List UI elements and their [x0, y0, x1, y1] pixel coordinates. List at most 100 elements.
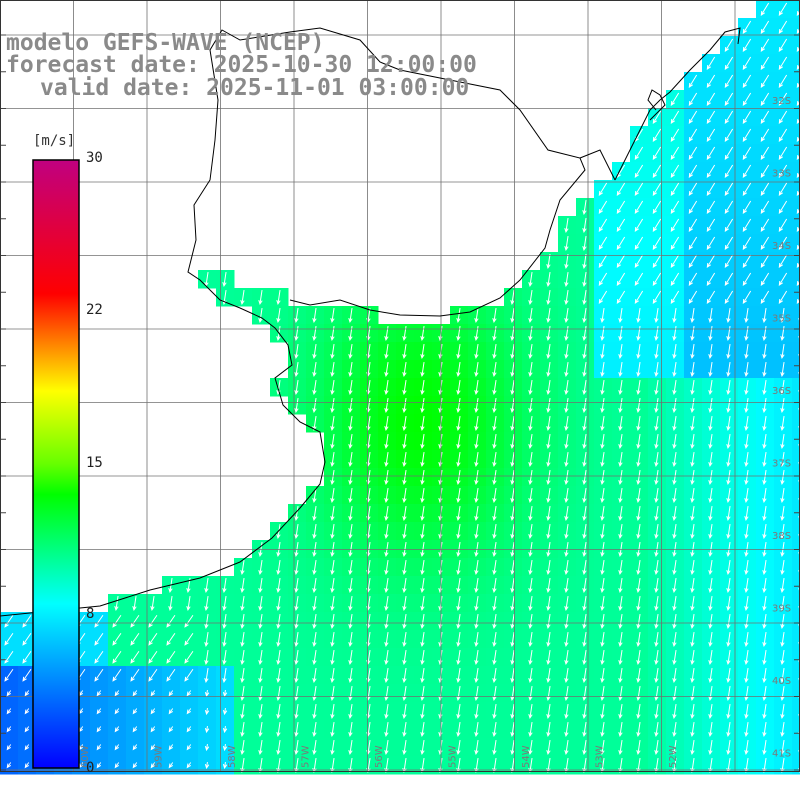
speed-cell	[792, 666, 800, 685]
wind-arrow	[276, 542, 281, 558]
wind-arrow	[724, 272, 734, 286]
wind-arrow	[672, 542, 677, 558]
wind-arrow	[564, 722, 569, 738]
wind-arrow	[654, 326, 659, 342]
border-line	[579, 149, 616, 181]
lat-label: 39S	[772, 604, 791, 615]
wind-arrow	[654, 416, 659, 432]
wind-arrow	[618, 380, 623, 396]
wind-arrow	[672, 434, 677, 450]
wind-arrow	[258, 650, 263, 666]
wind-arrow	[402, 452, 407, 468]
wind-arrow	[492, 524, 497, 540]
wind-arrow	[762, 650, 767, 666]
speed-cell	[792, 648, 800, 667]
wind-arrow	[330, 578, 335, 594]
wind-arrow	[312, 542, 317, 558]
wind-arrow	[600, 632, 605, 648]
wind-arrow	[384, 380, 389, 396]
wind-arrow	[598, 272, 608, 286]
wind-arrow	[744, 380, 749, 396]
wind-arrow	[420, 362, 425, 378]
wind-arrow	[312, 704, 317, 720]
wind-arrow	[546, 614, 551, 630]
wind-arrow	[778, 20, 788, 34]
wind-arrow	[688, 164, 698, 178]
wind-arrow	[402, 668, 407, 684]
wind-arrow	[112, 668, 122, 682]
wind-arrow	[420, 578, 425, 594]
wind-arrow	[474, 524, 479, 540]
wind-arrow	[510, 470, 515, 486]
wind-arrow	[204, 743, 210, 752]
wind-arrow	[654, 434, 659, 450]
wind-arrow	[294, 704, 299, 720]
wind-arrow	[618, 326, 623, 342]
wind-arrow	[384, 614, 389, 630]
wind-arrow	[762, 596, 767, 612]
wind-arrow	[690, 344, 695, 360]
wind-arrow	[276, 650, 281, 666]
wind-arrow	[780, 488, 785, 504]
wind-arrow	[726, 686, 731, 702]
wind-arrow	[742, 56, 752, 70]
wind-arrow	[240, 668, 245, 684]
wind-arrow	[636, 524, 641, 540]
wind-arrow	[186, 726, 192, 733]
wind-arrow	[384, 398, 389, 414]
wind-arrow	[474, 614, 479, 630]
wind-arrow	[564, 524, 569, 540]
wind-arrow	[690, 326, 695, 342]
wind-arrow	[276, 632, 281, 648]
wind-arrow	[744, 740, 749, 756]
wind-arrow	[546, 398, 551, 414]
wind-arrow	[762, 632, 767, 648]
legend-tick-30: 30	[86, 150, 103, 166]
wind-arrow	[724, 236, 734, 250]
wind-arrow	[780, 452, 785, 468]
wind-arrow	[780, 668, 785, 684]
wind-arrow	[744, 686, 749, 702]
wind-arrow	[760, 272, 770, 286]
wind-arrow	[744, 632, 749, 648]
wind-arrow	[600, 686, 605, 702]
wind-arrow	[672, 470, 677, 486]
speed-cell	[792, 216, 800, 235]
wind-arrow	[688, 254, 698, 268]
wind-arrow	[706, 236, 716, 250]
wind-arrow	[706, 254, 716, 268]
wind-arrow	[276, 668, 281, 684]
color-legend	[32, 159, 80, 769]
wind-arrow	[654, 722, 659, 738]
wind-arrow	[564, 560, 569, 576]
wind-arrow	[24, 744, 30, 751]
wind-arrow	[456, 398, 461, 414]
wind-arrow	[726, 722, 731, 738]
speed-cell	[792, 324, 800, 343]
wind-arrow	[492, 542, 497, 558]
wind-arrow	[258, 740, 263, 756]
wind-arrow	[240, 596, 245, 612]
wind-arrow	[402, 650, 407, 666]
wind-arrow	[546, 362, 551, 378]
wind-arrow	[742, 290, 752, 304]
wind-arrow	[294, 542, 299, 558]
wind-arrow	[240, 578, 245, 594]
wind-arrow	[420, 398, 425, 414]
wind-arrow	[778, 56, 788, 70]
wind-arrow	[546, 254, 551, 270]
wind-arrow	[762, 686, 767, 702]
wind-arrow	[726, 308, 731, 324]
legend-tick-15: 15	[86, 455, 103, 471]
wind-arrow	[204, 632, 209, 648]
wind-arrow	[780, 326, 785, 342]
wind-arrow	[708, 470, 713, 486]
wind-arrow	[294, 722, 299, 738]
wind-arrow	[742, 164, 752, 178]
wind-arrow	[600, 740, 605, 756]
wind-arrow	[598, 236, 608, 250]
wind-arrow	[690, 398, 695, 414]
wind-arrow	[634, 290, 644, 304]
wind-arrow	[706, 146, 716, 160]
wind-arrow	[132, 744, 138, 751]
